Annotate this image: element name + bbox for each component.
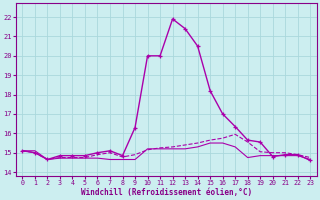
X-axis label: Windchill (Refroidissement éolien,°C): Windchill (Refroidissement éolien,°C) [81,188,252,197]
